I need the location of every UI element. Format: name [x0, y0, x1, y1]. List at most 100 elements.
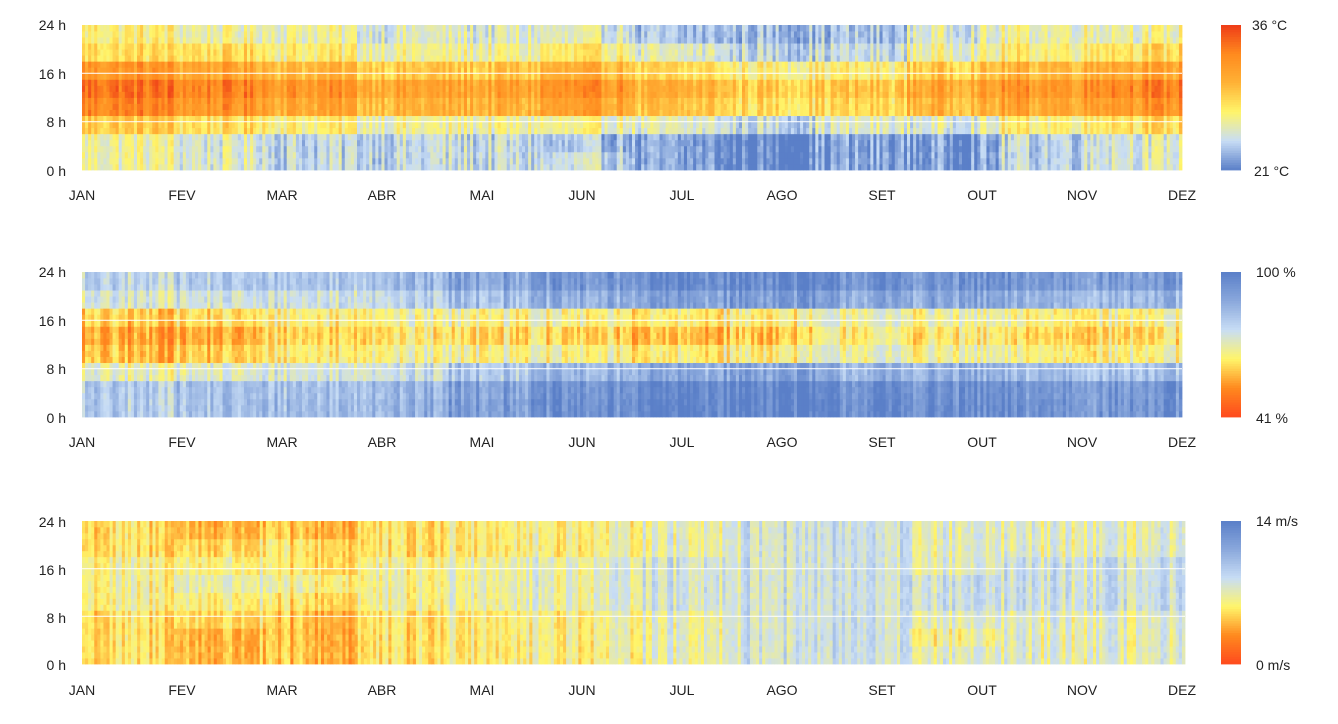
heatmap-cell — [531, 25, 535, 32]
heatmap-cell — [167, 91, 172, 98]
heatmap-cell — [693, 151, 697, 159]
heatmap-cell — [573, 73, 578, 80]
heatmap-cell — [173, 49, 178, 56]
heatmap-cell — [436, 109, 440, 117]
heatmap-cell — [558, 157, 563, 165]
heatmap-cell — [522, 55, 526, 62]
heatmap-cell — [625, 151, 630, 159]
heatmap-cell — [195, 55, 199, 62]
heatmap-cell — [644, 37, 648, 44]
heatmap-cell — [289, 115, 294, 123]
heatmap-cell — [234, 67, 239, 74]
heatmap-cell — [295, 157, 300, 165]
heatmap-cell — [690, 67, 694, 74]
heatmap-cell — [225, 109, 230, 117]
heatmap-cell — [662, 97, 667, 104]
heatmap-cell — [308, 139, 312, 147]
heatmap-cell — [326, 73, 330, 80]
heatmap-cell — [329, 109, 333, 117]
heatmap-cell — [326, 163, 330, 171]
heatmap-cell — [195, 79, 199, 86]
heatmap-cell — [289, 61, 294, 68]
heatmap-cell — [381, 127, 385, 135]
heatmap-cell — [271, 97, 275, 104]
heatmap-cell — [616, 163, 621, 171]
heatmap-cell — [528, 25, 532, 32]
heatmap-cell — [387, 163, 392, 171]
heatmap-cell — [332, 103, 337, 110]
heatmap-cell — [106, 67, 110, 74]
heatmap-cell — [158, 37, 162, 44]
heatmap-cell — [625, 79, 630, 86]
heatmap-cell — [222, 115, 227, 123]
heatmap-cell — [228, 145, 233, 153]
heatmap-cell — [393, 67, 398, 74]
heatmap-cell — [167, 109, 172, 117]
heatmap-cell — [253, 85, 257, 92]
heatmap-cell — [674, 163, 679, 171]
heatmap-cell — [405, 103, 410, 110]
heatmap-cell — [375, 157, 379, 165]
heatmap-cell — [552, 103, 557, 110]
heatmap-cell — [149, 163, 153, 171]
heatmap-cell — [592, 163, 596, 171]
heatmap-cell — [473, 151, 477, 159]
heatmap-cell — [121, 133, 126, 141]
heatmap-cell — [412, 103, 416, 110]
heatmap-cell — [344, 73, 349, 80]
heatmap-cell — [130, 73, 135, 80]
heatmap-cell — [711, 85, 715, 92]
heatmap-cell — [188, 49, 193, 56]
heatmap-cell — [430, 145, 434, 153]
heatmap-cell — [632, 79, 636, 86]
heatmap-cell — [619, 127, 624, 135]
heatmap-cell — [228, 139, 233, 147]
heatmap-cell — [353, 25, 358, 32]
heatmap-cell — [503, 97, 508, 104]
heatmap-cell — [353, 109, 358, 117]
heatmap-cell — [320, 61, 324, 68]
heatmap-cell — [460, 157, 465, 165]
heatmap-cell — [622, 163, 627, 171]
heatmap-cell — [360, 121, 364, 129]
heatmap-cell — [427, 73, 431, 80]
heatmap-cell — [616, 49, 621, 56]
heatmap-cell — [219, 49, 223, 56]
heatmap-cell — [503, 127, 508, 135]
heatmap-cell — [207, 67, 211, 74]
heatmap-cell — [497, 67, 502, 74]
heatmap-cell — [360, 133, 364, 141]
heatmap-cell — [644, 139, 648, 147]
heatmap-cell — [295, 43, 300, 50]
heatmap-cell — [204, 109, 208, 117]
heatmap-cell — [237, 157, 242, 165]
heatmap-cell — [332, 37, 337, 44]
heatmap-cell — [534, 61, 538, 68]
heatmap-cell — [335, 133, 340, 141]
heatmap-cell — [436, 85, 440, 92]
heatmap-cell — [619, 61, 624, 68]
heatmap-cell — [635, 103, 639, 110]
heatmap-cell — [705, 151, 709, 159]
heatmap-cell — [708, 109, 712, 117]
heatmap-cell — [158, 157, 162, 165]
heatmap-cell — [613, 157, 618, 165]
heatmap-cell — [494, 163, 498, 171]
heatmap-cell — [332, 121, 337, 129]
heatmap-cell — [415, 55, 419, 62]
heatmap-cell — [506, 37, 511, 44]
heatmap-cell — [543, 55, 547, 62]
heatmap-cell — [531, 151, 535, 159]
heatmap-cell — [622, 49, 627, 56]
heatmap-cell — [173, 115, 178, 123]
heatmap-cell — [552, 73, 557, 80]
heatmap-cell — [173, 25, 178, 32]
heatmap-cell — [280, 97, 285, 104]
heatmap-cell — [219, 163, 223, 171]
heatmap-cell — [393, 31, 398, 38]
heatmap-cell — [592, 85, 596, 92]
heatmap-cell — [415, 109, 419, 117]
heatmap-cell — [439, 37, 443, 44]
heatmap-cell — [708, 151, 712, 159]
heatmap-cell — [659, 91, 663, 98]
